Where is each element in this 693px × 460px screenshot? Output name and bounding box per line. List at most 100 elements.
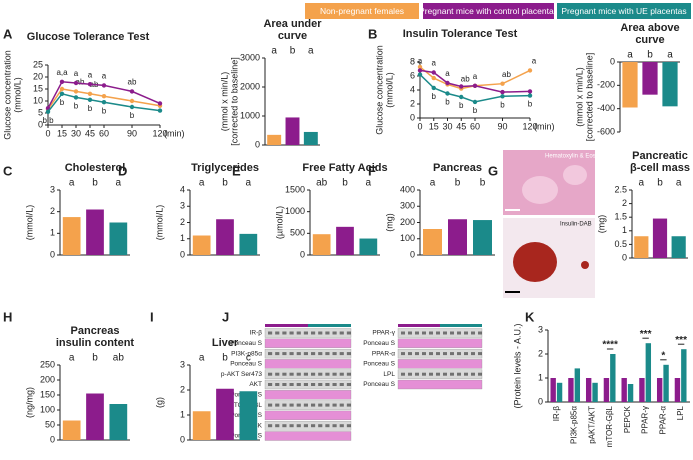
- bar: [621, 378, 627, 402]
- bar: [359, 238, 378, 255]
- point: [101, 100, 107, 105]
- blot-band: [436, 372, 440, 376]
- blot-label: Ponceau S: [363, 381, 395, 388]
- blot-band: [318, 403, 323, 407]
- blot-band: [296, 331, 301, 335]
- y-tick-label: 1: [622, 225, 627, 235]
- point: [59, 91, 65, 97]
- blot-band: [318, 383, 323, 386]
- x-tick-label: PPAR-γ: [641, 406, 650, 434]
- y-tick-label: 250: [40, 359, 55, 369]
- point: [417, 72, 423, 77]
- blot-band: [282, 403, 287, 407]
- legend-swatch: [423, 3, 554, 19]
- group-bar: [265, 324, 308, 327]
- significance-letter: b,b: [42, 116, 54, 125]
- x-axis-label: (min): [164, 128, 185, 138]
- bar: [592, 382, 598, 402]
- bar: [448, 219, 467, 255]
- bar: [681, 349, 687, 402]
- y-tick-label: 4: [180, 184, 185, 194]
- blot-band: [429, 372, 433, 376]
- significance-letter: b: [102, 106, 107, 115]
- y-tick-label: -400: [597, 103, 615, 113]
- point: [459, 84, 464, 89]
- y-tick-label: 2.5: [614, 184, 627, 194]
- y-tick-label: 2: [410, 98, 415, 108]
- point: [417, 68, 423, 73]
- point: [59, 86, 65, 92]
- y-tick-label: 2: [50, 206, 55, 216]
- significance-letter: b: [657, 178, 663, 189]
- x-tick-label: PPAR-α: [658, 406, 667, 435]
- blot-band: [346, 372, 351, 376]
- significance-stars: *: [661, 350, 665, 361]
- blot-band: [275, 352, 280, 356]
- blot-band: [471, 331, 475, 335]
- point: [129, 104, 135, 110]
- y-tick-label: 150: [40, 389, 55, 399]
- blot-band: [325, 372, 330, 376]
- blot-label: p-AKT Ser473: [221, 371, 262, 378]
- point: [157, 108, 163, 113]
- y-axis-label: (mg): [596, 215, 606, 234]
- y-axis-label: (mmol/L): [12, 77, 22, 113]
- blot-band: [296, 352, 301, 356]
- blot-band: [422, 331, 426, 335]
- y-tick-label: 2000: [240, 81, 260, 91]
- blot-band: [318, 372, 323, 376]
- panel-letter: F: [368, 163, 376, 178]
- ponceau-strip: [264, 431, 352, 441]
- chart-title: Pancreas: [71, 325, 120, 337]
- blot-band: [303, 352, 308, 356]
- significance-letter: b: [445, 98, 450, 107]
- bar: [423, 229, 442, 255]
- bar: [109, 222, 128, 255]
- significance-letter: a: [102, 72, 107, 81]
- y-tick-label: 1500: [285, 184, 305, 194]
- significance-letter: a: [199, 178, 205, 189]
- x-tick-label: 15: [429, 121, 439, 131]
- blot-band: [401, 352, 405, 356]
- blot-band: [450, 352, 454, 356]
- bar: [603, 378, 610, 402]
- blot-band: [318, 424, 323, 428]
- bar: [556, 382, 563, 402]
- y-tick-label: 1: [538, 372, 543, 382]
- significance-letter: a: [473, 72, 478, 81]
- significance-letter: ab: [316, 178, 328, 189]
- y-tick-label: 25: [33, 59, 43, 69]
- point: [45, 109, 51, 115]
- panel-letter: G: [488, 163, 498, 178]
- y-tick-label: 0: [610, 56, 615, 66]
- legend-swatch: [305, 3, 419, 19]
- y-axis-label: (mmol/L): [154, 205, 164, 241]
- y-tick-label: 6: [410, 70, 415, 80]
- significance-letter: a: [432, 59, 437, 68]
- x-tick-label: pAKT/AKT: [587, 406, 596, 444]
- significance-letter: a: [627, 50, 633, 61]
- bar: [585, 378, 592, 402]
- blot-band: [268, 424, 273, 428]
- blot-band: [339, 383, 344, 386]
- significance-letter: b: [222, 178, 228, 189]
- significance-letter: ab: [128, 78, 137, 87]
- significance-letter: a: [445, 69, 450, 78]
- blot-band: [339, 424, 344, 428]
- blot-label: LPL: [383, 371, 395, 378]
- x-axis-label: (min): [534, 121, 555, 131]
- bar: [642, 62, 658, 95]
- blot-band: [471, 372, 475, 376]
- bar: [550, 378, 556, 402]
- bar: [663, 364, 669, 402]
- y-tick-label: 2: [180, 217, 185, 227]
- significance-letter: b: [60, 98, 65, 107]
- significance-letter: b: [480, 178, 486, 189]
- blot-band: [429, 331, 433, 335]
- bar: [86, 209, 104, 255]
- point: [431, 75, 436, 81]
- blot-band: [311, 331, 316, 335]
- blot-band: [268, 352, 273, 356]
- group-bar: [308, 324, 351, 327]
